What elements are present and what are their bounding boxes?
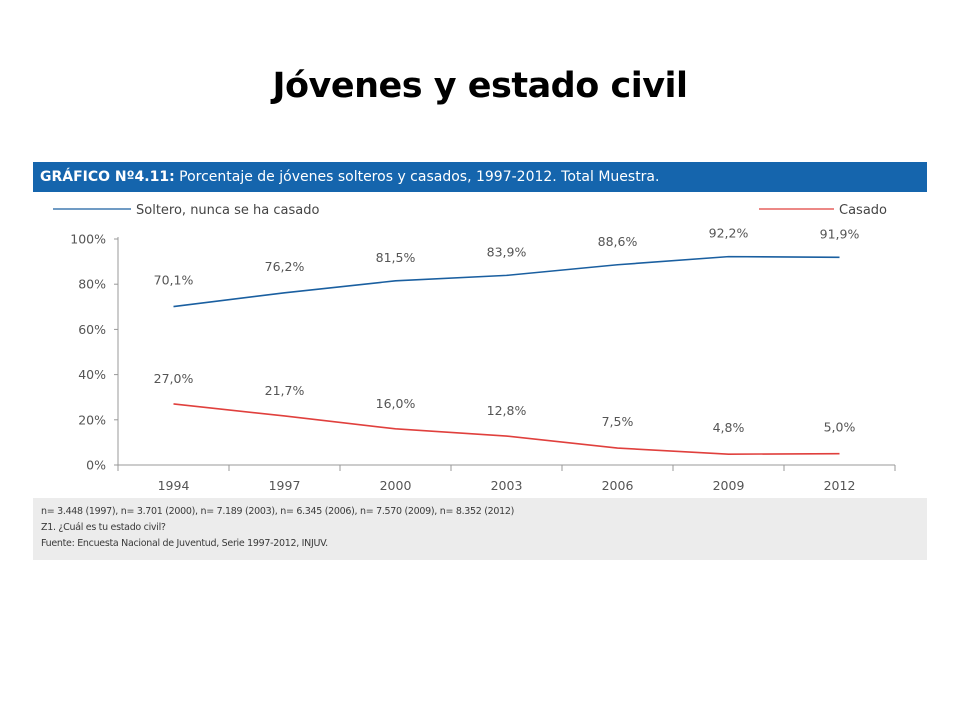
chart-caption: Porcentaje de jóvenes solteros y casados… <box>174 169 660 185</box>
data-label: 21,7% <box>265 383 305 398</box>
data-label: 16,0% <box>376 396 416 411</box>
chart-card: GRÁFICO Nº4.11: Porcentaje de jóvenes so… <box>33 162 927 560</box>
data-label: 76,2% <box>265 259 305 274</box>
data-label: 88,6% <box>598 234 638 249</box>
x-tick-label: 2003 <box>491 478 523 493</box>
data-label: 92,2% <box>709 226 749 241</box>
x-tick-label: 1997 <box>269 478 301 493</box>
data-label: 12,8% <box>487 403 527 418</box>
x-tick-label: 2006 <box>602 478 634 493</box>
y-tick-label: 60% <box>78 322 106 337</box>
plot-area: 0% 20% 40% 60% 80% 100% 1994 1997 2000 2003 2006 20… <box>70 226 896 493</box>
x-tick-label: 2012 <box>824 478 856 493</box>
data-label: 81,5% <box>376 250 416 265</box>
series-casado-line <box>173 403 840 455</box>
y-tick-label: 40% <box>78 367 106 382</box>
x-tick-label: 2000 <box>380 478 412 493</box>
chart-legend: Soltero, nunca se ha casado Casado <box>53 203 887 218</box>
data-label: 27,0% <box>154 371 194 386</box>
legend-casado-label: Casado <box>839 203 887 218</box>
line-chart: Soltero, nunca se ha casado Casado 0% 20%… <box>53 203 896 493</box>
y-tick-label: 20% <box>78 412 106 427</box>
note-sample-sizes: n= 3.448 (1997), n= 3.701 (2000), n= 7.1… <box>41 506 515 517</box>
y-tick-label: 100% <box>70 232 106 247</box>
x-tick-label: 1994 <box>158 478 190 493</box>
y-tick-label: 0% <box>86 458 106 473</box>
chart-notes: n= 3.448 (1997), n= 3.701 (2000), n= 7.1… <box>33 498 927 560</box>
data-label: 70,1% <box>154 273 194 288</box>
legend-soltero-label: Soltero, nunca se ha casado <box>136 203 320 218</box>
data-label: 4,8% <box>713 420 745 435</box>
data-label: 83,9% <box>487 244 527 259</box>
slide-title: Jóvenes y estado civil <box>272 66 688 106</box>
chart-number: GRÁFICO Nº4.11: <box>40 169 175 185</box>
series-soltero-line <box>173 255 840 308</box>
y-tick-label: 80% <box>78 277 106 292</box>
x-tick-label: 2009 <box>713 478 745 493</box>
note-question: Z1. ¿Cuál es tu estado civil? <box>41 522 166 533</box>
data-label: 7,5% <box>602 414 634 429</box>
note-source: Fuente: Encuesta Nacional de Juventud, S… <box>41 538 328 549</box>
data-label: 91,9% <box>820 226 860 241</box>
data-label: 5,0% <box>824 420 856 435</box>
chart-header: GRÁFICO Nº4.11: Porcentaje de jóvenes so… <box>33 162 927 192</box>
